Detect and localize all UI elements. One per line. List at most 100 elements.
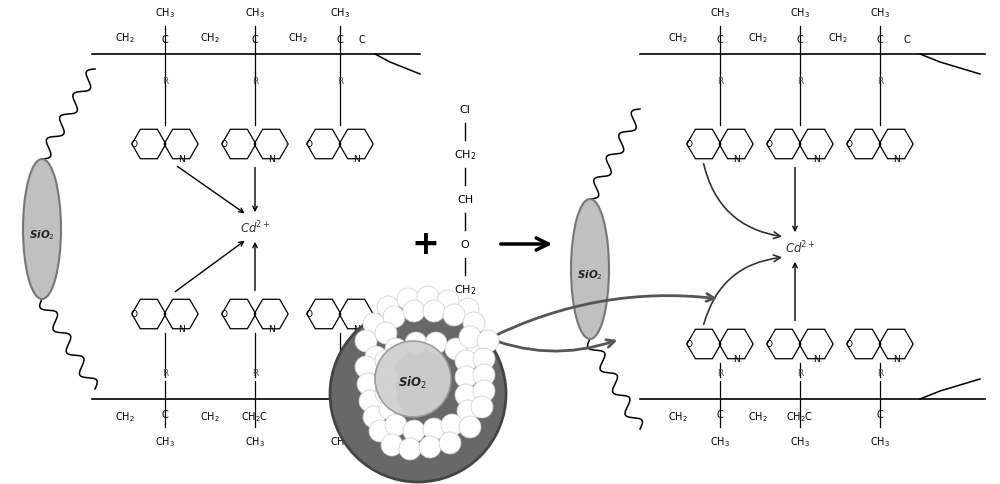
- Text: R: R: [162, 368, 168, 377]
- Text: CH$_2$: CH$_2$: [115, 409, 135, 423]
- Text: CH$_2$: CH$_2$: [454, 327, 476, 341]
- Circle shape: [441, 414, 463, 436]
- Circle shape: [455, 366, 477, 388]
- Text: CH$_3$: CH$_3$: [790, 434, 810, 448]
- Text: Cd$^{2+}$: Cd$^{2+}$: [785, 239, 815, 256]
- Text: +: +: [411, 228, 439, 261]
- Text: C: C: [797, 35, 803, 45]
- Text: O: O: [305, 140, 312, 149]
- Text: CH$_3$: CH$_3$: [245, 434, 265, 448]
- Circle shape: [377, 296, 399, 318]
- Circle shape: [455, 350, 477, 372]
- Text: CH$_2$: CH$_2$: [668, 409, 688, 423]
- Text: N: N: [813, 354, 820, 363]
- Circle shape: [439, 432, 461, 454]
- Text: CH: CH: [457, 195, 473, 205]
- Circle shape: [445, 338, 467, 360]
- Text: N: N: [268, 154, 275, 164]
- Text: R: R: [337, 77, 343, 86]
- Text: N: N: [178, 324, 185, 333]
- Circle shape: [369, 420, 391, 442]
- Circle shape: [375, 341, 451, 417]
- Text: R: R: [877, 77, 883, 86]
- Text: C: C: [877, 35, 883, 45]
- Circle shape: [437, 290, 459, 312]
- Text: R: R: [877, 368, 883, 377]
- Circle shape: [417, 287, 439, 308]
- Text: O: O: [685, 340, 692, 349]
- Circle shape: [403, 301, 425, 322]
- Text: R: R: [252, 368, 258, 377]
- Text: C: C: [162, 409, 168, 419]
- Circle shape: [355, 356, 377, 378]
- Circle shape: [423, 418, 445, 440]
- Text: C: C: [359, 35, 365, 45]
- Text: O: O: [765, 140, 772, 149]
- Text: N: N: [268, 324, 275, 333]
- Circle shape: [425, 333, 447, 354]
- Circle shape: [355, 330, 377, 352]
- Text: CH$_2$C: CH$_2$C: [241, 409, 269, 423]
- Text: O: O: [765, 340, 772, 349]
- Text: CH$_2$: CH$_2$: [200, 409, 220, 423]
- Text: CH$_3$: CH$_3$: [870, 6, 890, 20]
- Text: SiO$_2$: SiO$_2$: [398, 374, 428, 390]
- Circle shape: [375, 322, 397, 344]
- Circle shape: [419, 436, 441, 458]
- Circle shape: [473, 364, 495, 386]
- Circle shape: [363, 406, 385, 428]
- Circle shape: [385, 414, 407, 436]
- Text: C: C: [337, 35, 343, 45]
- Text: CH$_3$: CH$_3$: [245, 6, 265, 20]
- Text: N: N: [733, 154, 740, 164]
- Text: O: O: [305, 310, 312, 319]
- Circle shape: [455, 384, 477, 406]
- Text: N: N: [178, 154, 185, 164]
- Text: N: N: [893, 154, 900, 164]
- Text: R: R: [797, 77, 803, 86]
- Circle shape: [397, 288, 419, 310]
- Text: SiO$_2$: SiO$_2$: [577, 268, 603, 281]
- Text: CH$_3$: CH$_3$: [710, 434, 730, 448]
- Text: R: R: [797, 368, 803, 377]
- Circle shape: [423, 301, 445, 322]
- Circle shape: [399, 438, 421, 460]
- Text: C: C: [337, 409, 343, 419]
- Text: O: O: [130, 310, 137, 319]
- Circle shape: [471, 396, 493, 418]
- Text: N: N: [353, 324, 360, 333]
- Text: CH$_3$: CH$_3$: [155, 434, 175, 448]
- Circle shape: [381, 434, 403, 456]
- Text: CH$_3$: CH$_3$: [155, 6, 175, 20]
- Text: N: N: [733, 354, 740, 363]
- Circle shape: [473, 348, 495, 370]
- Text: SiO$_2$: SiO$_2$: [29, 227, 55, 242]
- Text: O: O: [130, 140, 137, 149]
- Text: C: C: [877, 409, 883, 419]
- Text: CH$_2$C: CH$_2$C: [786, 409, 814, 423]
- Text: CH$_3$: CH$_3$: [710, 6, 730, 20]
- Circle shape: [375, 350, 397, 372]
- Text: O: O: [685, 140, 692, 149]
- Text: R: R: [252, 77, 258, 86]
- Text: R: R: [162, 77, 168, 86]
- Circle shape: [443, 304, 465, 326]
- Circle shape: [330, 306, 506, 482]
- Text: CH$_2$: CH$_2$: [828, 31, 848, 45]
- Text: CH$_2$: CH$_2$: [288, 31, 308, 45]
- Ellipse shape: [23, 160, 61, 300]
- Text: O: O: [845, 140, 852, 149]
- Circle shape: [477, 330, 499, 352]
- Text: CH$_3$: CH$_3$: [790, 6, 810, 20]
- Circle shape: [403, 420, 425, 442]
- Text: CH$_3$: CH$_3$: [330, 6, 350, 20]
- Text: N: N: [813, 154, 820, 164]
- Text: Cd$^{2+}$: Cd$^{2+}$: [240, 219, 270, 236]
- Text: R: R: [717, 368, 723, 377]
- Text: C: C: [904, 35, 910, 45]
- Text: Cl: Cl: [460, 374, 470, 384]
- Text: CH$_2$: CH$_2$: [668, 31, 688, 45]
- Circle shape: [463, 312, 485, 334]
- Circle shape: [459, 326, 481, 348]
- Circle shape: [473, 380, 495, 402]
